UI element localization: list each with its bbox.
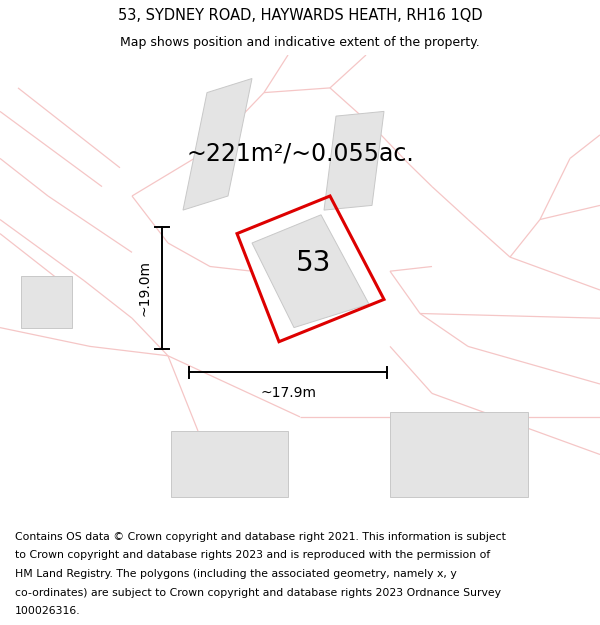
- Text: co-ordinates) are subject to Crown copyright and database rights 2023 Ordnance S: co-ordinates) are subject to Crown copyr…: [15, 588, 501, 598]
- Polygon shape: [171, 431, 288, 497]
- Text: ~19.0m: ~19.0m: [137, 259, 151, 316]
- Text: to Crown copyright and database rights 2023 and is reproduced with the permissio: to Crown copyright and database rights 2…: [15, 551, 490, 561]
- Polygon shape: [324, 111, 384, 210]
- Polygon shape: [390, 412, 528, 497]
- Polygon shape: [21, 276, 72, 328]
- Polygon shape: [183, 79, 252, 210]
- Text: 53, SYDNEY ROAD, HAYWARDS HEATH, RH16 1QD: 53, SYDNEY ROAD, HAYWARDS HEATH, RH16 1Q…: [118, 8, 482, 23]
- Text: 100026316.: 100026316.: [15, 606, 80, 616]
- Text: ~221m²/~0.055ac.: ~221m²/~0.055ac.: [186, 142, 414, 166]
- Text: Contains OS data © Crown copyright and database right 2021. This information is : Contains OS data © Crown copyright and d…: [15, 532, 506, 542]
- Polygon shape: [252, 215, 369, 328]
- Text: ~17.9m: ~17.9m: [260, 386, 316, 401]
- Text: HM Land Registry. The polygons (including the associated geometry, namely x, y: HM Land Registry. The polygons (includin…: [15, 569, 457, 579]
- Text: Map shows position and indicative extent of the property.: Map shows position and indicative extent…: [120, 36, 480, 49]
- Text: 53: 53: [296, 249, 331, 277]
